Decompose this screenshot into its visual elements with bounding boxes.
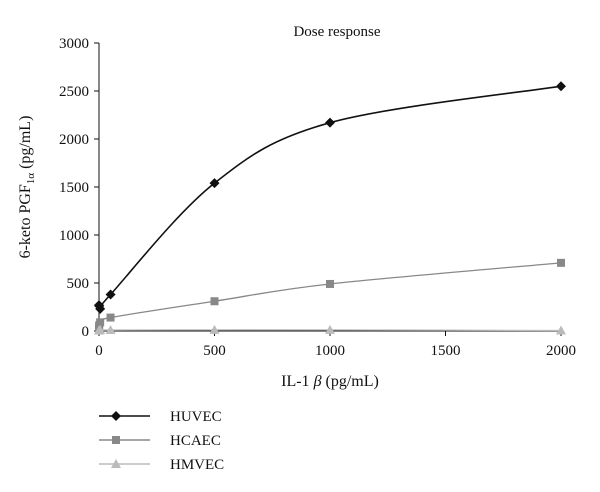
data-point-huvec <box>325 117 335 128</box>
x-axis-label-greek: β <box>313 373 322 390</box>
x-tick-label: 500 <box>203 343 226 359</box>
y-tick-label: 1500 <box>59 180 89 196</box>
x-tick-label: 0 <box>95 343 103 359</box>
data-point-hcaec <box>96 318 105 327</box>
y-tick-label: 500 <box>67 276 90 292</box>
y-tick-label: 0 <box>82 324 90 340</box>
data-point-hcaec <box>557 258 565 267</box>
x-axis-label-prefix: IL-1 <box>281 373 313 390</box>
data-point-hcaec <box>210 297 219 306</box>
y-tick-label: 2000 <box>59 132 89 148</box>
y-axis-label-sub: 1α <box>25 173 37 185</box>
data-point-huvec <box>95 303 106 314</box>
legend-label-hmvec: HMVEC <box>170 457 224 473</box>
x-tick-label: 1500 <box>431 343 461 359</box>
x-axis-ticks: 0 500 1000 1500 2000 <box>95 331 576 359</box>
data-point-hmvec <box>95 325 106 335</box>
series-line-hcaec <box>98 262 562 328</box>
legend: HUVEC HCAEC HMVEC <box>99 409 224 473</box>
x-tick-label: 2000 <box>546 343 576 359</box>
y-tick-label: 1000 <box>59 228 89 244</box>
data-point-hcaec <box>326 279 334 288</box>
data-point-hmvec <box>105 325 116 335</box>
y-tick-label: 2500 <box>59 84 89 100</box>
legend-item-hcaec: HCAEC <box>99 433 221 449</box>
y-tick-label: 3000 <box>59 36 89 52</box>
series-hmvec <box>94 324 566 335</box>
legend-item-hmvec: HMVEC <box>99 457 224 473</box>
x-tick-label: 1000 <box>315 343 345 359</box>
y-axis-label-main: 6-keto PGF <box>17 184 34 258</box>
data-point-hmvec <box>325 324 335 334</box>
legend-marker-huvec <box>111 411 121 421</box>
plot-area: 0 500 1000 1500 2000 2500 3000 0 500 1000 1500 200… <box>59 36 576 359</box>
legend-marker-hmvec <box>111 459 121 468</box>
legend-label-hcaec: HCAEC <box>170 433 221 449</box>
x-axis-label: IL-1 β (pg/mL) <box>281 373 379 390</box>
x-axis-label-suffix: (pg/mL) <box>322 373 379 390</box>
legend-item-huvec: HUVEC <box>99 409 222 425</box>
y-axis-label: 6-keto PGF1α (pg/mL) <box>17 116 37 259</box>
series-hcaec <box>95 258 565 332</box>
y-axis-ticks: 0 500 1000 1500 2000 2500 3000 <box>59 36 99 340</box>
series-layer <box>94 81 566 335</box>
data-point-hmvec <box>209 324 220 334</box>
data-point-huvec <box>556 81 566 92</box>
chart-title: Dose response <box>293 24 380 40</box>
data-point-huvec <box>209 178 220 189</box>
data-point-huvec <box>105 289 116 300</box>
legend-label-huvec: HUVEC <box>170 409 222 425</box>
y-axis-label-unit: (pg/mL) <box>17 116 34 173</box>
series-huvec <box>94 81 566 314</box>
data-point-hcaec <box>106 313 115 322</box>
legend-marker-hcaec <box>112 436 120 444</box>
data-point-hmvec <box>556 325 566 335</box>
